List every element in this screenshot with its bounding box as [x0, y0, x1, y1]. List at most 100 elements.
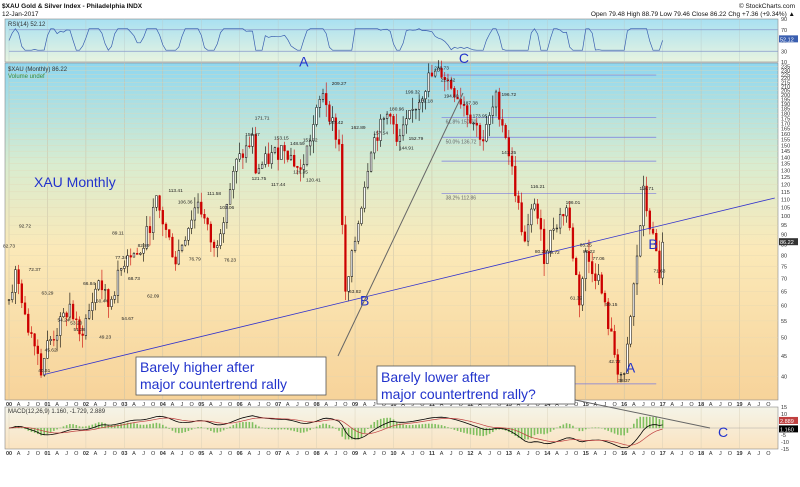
month-tick-label: O	[612, 451, 617, 457]
price-tick-label: 40	[781, 375, 787, 381]
price-point-label: 53.20	[70, 321, 82, 327]
candle-body	[552, 228, 555, 231]
macd-hist-bar	[187, 428, 190, 431]
macd-hist-bar	[552, 428, 555, 430]
month-tick-label: A	[94, 451, 98, 457]
price-point-label: 54.67	[122, 316, 134, 322]
month-tick-label: O	[459, 402, 464, 408]
candle-body	[71, 303, 75, 320]
candle-body	[23, 302, 27, 315]
macd-hist-bar	[315, 426, 318, 429]
year-tick-label: 00	[6, 402, 12, 408]
year-tick-label: 15	[583, 451, 589, 457]
candle-body	[132, 253, 136, 258]
macd-hist-bar	[280, 428, 283, 430]
price-tick-label: 155	[781, 138, 790, 144]
macd-hist-bar	[293, 428, 295, 432]
price-tick-label: 110	[781, 198, 790, 204]
macd-hist-bar	[267, 428, 270, 430]
rsi-panel	[4, 18, 779, 63]
month-tick-label: O	[343, 451, 348, 457]
candle-body	[421, 98, 424, 103]
month-tick-label: O	[382, 402, 387, 408]
year-tick-label: 09	[352, 402, 358, 408]
price-tick-label: 160	[781, 132, 790, 138]
candle-body	[78, 319, 81, 335]
month-tick-label: A	[209, 451, 213, 457]
price-point-label: 83.25	[580, 242, 592, 248]
macd-hist-bar	[530, 428, 533, 439]
price-tick-label: 60	[781, 304, 787, 310]
callout-pointer	[337, 92, 464, 357]
price-point-label: 80.22	[583, 249, 595, 255]
price-point-label: 51.36	[73, 327, 85, 333]
candle-body	[578, 274, 581, 306]
month-tick-label: O	[574, 451, 579, 457]
macd-hist-bar	[565, 423, 568, 429]
macd-hist-bar	[81, 426, 84, 429]
year-tick-label: 02	[83, 451, 89, 457]
candle-body	[161, 210, 164, 225]
month-tick-label: O	[113, 451, 118, 457]
macd-hist-bar	[379, 418, 382, 429]
year-tick-label: 12	[467, 402, 473, 408]
candle-body	[459, 98, 462, 105]
month-tick-label: A	[171, 402, 175, 408]
candle-body	[299, 167, 302, 170]
month-tick-label: A	[632, 451, 636, 457]
price-point-label: 121.75	[252, 176, 267, 182]
price-point-label: 162.89	[351, 125, 366, 131]
candle-body	[568, 207, 571, 228]
candle-body	[472, 122, 475, 125]
price-tick-label: 115	[781, 190, 790, 196]
month-tick-label: A	[55, 402, 59, 408]
bottom-blank	[5, 450, 778, 486]
month-tick-label: A	[247, 451, 251, 457]
month-tick-label: J	[142, 451, 145, 457]
macd-hist-bar	[216, 428, 219, 433]
price-tick-label: 185	[781, 107, 790, 113]
candle-body	[14, 269, 17, 293]
candle-body	[424, 91, 427, 100]
price-point-label: 126.35	[293, 169, 308, 175]
macd-hist-bar	[463, 428, 465, 433]
macd-hist-bar	[235, 423, 238, 429]
macd-hist-bar	[120, 424, 122, 429]
candle-body	[91, 302, 94, 311]
price-point-label: 144.91	[399, 145, 414, 151]
candle-body	[277, 147, 280, 160]
macd-hist-bar	[620, 428, 622, 436]
candle-body	[190, 219, 193, 229]
candle-body	[251, 134, 254, 147]
candle-body	[414, 108, 418, 111]
candle-body	[177, 250, 180, 265]
macd-hist-bar	[453, 428, 456, 430]
macd-hist-bar	[408, 425, 411, 429]
candle-body	[533, 203, 536, 210]
year-tick-label: 02	[83, 402, 89, 408]
macd-hist-bar	[421, 424, 424, 429]
candle-body	[462, 103, 466, 106]
price-point-label: 116.21	[531, 184, 546, 190]
price-point-label: 213.42	[441, 78, 456, 84]
price-point-label: 79.72	[548, 250, 560, 256]
candle-body	[639, 225, 642, 257]
candle-body	[331, 117, 334, 122]
candle-body	[401, 124, 405, 137]
price-tick-label: 215	[781, 80, 790, 86]
year-tick-label: 04	[160, 402, 167, 408]
macd-hist-bar	[162, 424, 164, 429]
month-tick-label: O	[766, 402, 771, 408]
macd-hist-bar	[133, 423, 135, 429]
candle-body	[542, 228, 546, 264]
candle-body	[260, 164, 264, 169]
candle-body	[587, 251, 591, 262]
macd-hist-bar	[152, 423, 154, 429]
price-point-label: 66.84	[83, 281, 95, 287]
symbol-title: $XAU Gold & Silver Index - Philadelphia …	[2, 3, 143, 10]
macd-hist-bar	[344, 428, 347, 440]
macd-hist-bar	[546, 428, 549, 434]
candle-body	[385, 113, 389, 119]
candle-body	[376, 137, 379, 141]
candle-body	[584, 251, 587, 279]
